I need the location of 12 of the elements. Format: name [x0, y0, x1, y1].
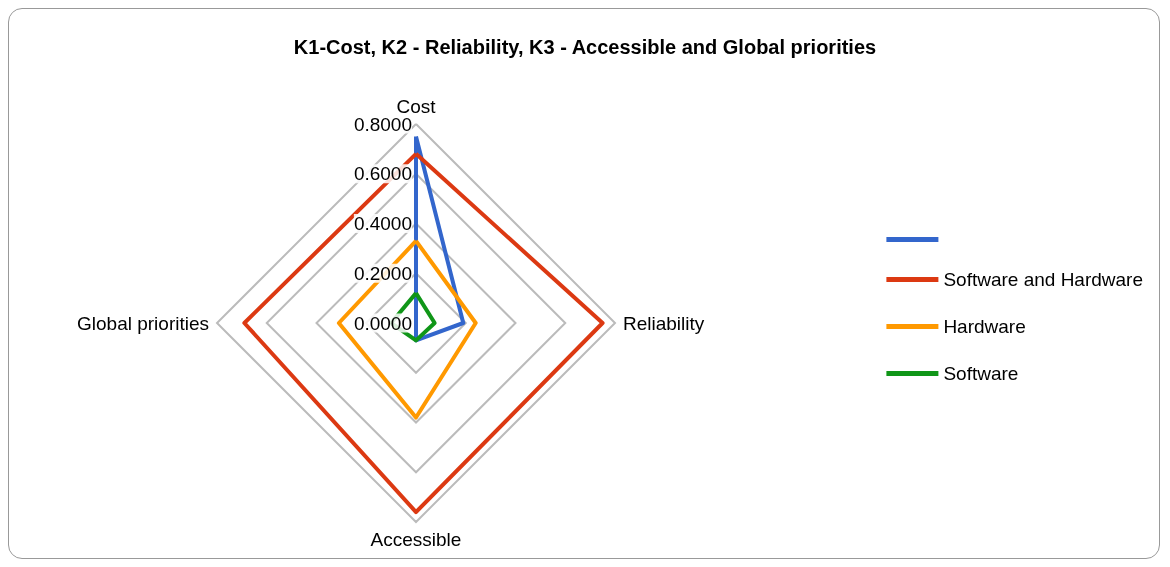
- spoke-label: Accessible: [370, 529, 462, 550]
- y-tick-label: 0.8000: [353, 113, 412, 135]
- legend-label: Software and Hardware: [943, 269, 1144, 290]
- y-tick-label: 0.4000: [353, 213, 412, 234]
- spoke-label: Global priorities: [77, 312, 209, 334]
- legend-label: Hardware: [943, 316, 1026, 337]
- chart-title: K1-Cost, K2 - Reliability, K3 - Accessible and Global priorities: [293, 36, 877, 58]
- legend-label: Software: [943, 363, 1019, 384]
- spoke-label: Reliability: [623, 312, 705, 334]
- y-tick-label: 0.6000: [353, 163, 412, 185]
- y-tick-label: 0.0000: [353, 312, 412, 334]
- y-tick-label: 0.2000: [353, 262, 412, 284]
